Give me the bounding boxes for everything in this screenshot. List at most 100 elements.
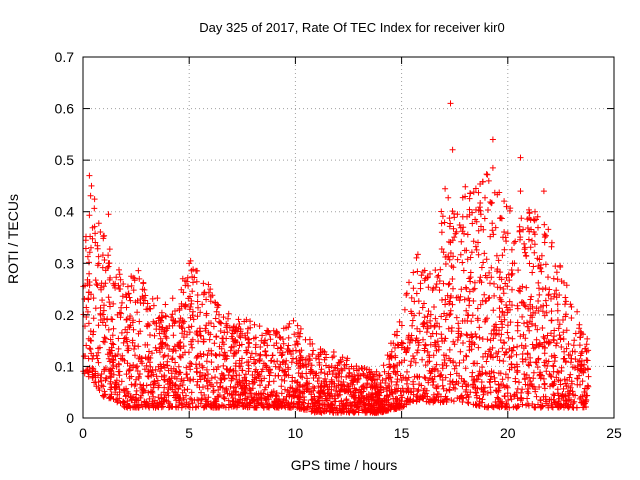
data-point — [446, 280, 453, 287]
data-point — [95, 220, 102, 227]
data-point — [409, 317, 416, 324]
data-point — [223, 335, 230, 342]
data-point — [228, 344, 235, 351]
data-point — [541, 339, 548, 346]
data-point — [571, 337, 578, 344]
data-point — [414, 268, 421, 275]
data-point — [487, 384, 494, 391]
data-point — [518, 395, 524, 402]
data-point — [585, 366, 591, 373]
data-point — [277, 334, 284, 341]
data-point — [92, 230, 99, 237]
data-point — [96, 387, 103, 394]
data-point — [199, 301, 206, 308]
data-point — [149, 295, 156, 302]
data-point — [252, 368, 258, 375]
data-point — [489, 136, 496, 143]
data-point — [421, 314, 428, 321]
data-point — [475, 251, 482, 258]
data-point — [101, 334, 108, 341]
data-point — [470, 298, 477, 304]
data-point — [108, 391, 115, 398]
data-point — [553, 269, 560, 276]
data-point — [475, 344, 482, 351]
data-point — [511, 240, 517, 246]
data-point — [278, 376, 285, 383]
data-point — [556, 321, 563, 328]
data-point — [417, 285, 424, 292]
data-point — [212, 315, 219, 322]
data-point — [123, 316, 130, 323]
data-point — [150, 318, 157, 325]
data-point — [101, 315, 108, 322]
data-point — [542, 285, 549, 292]
data-point — [388, 348, 395, 355]
data-point — [519, 351, 526, 357]
data-point — [185, 324, 192, 331]
data-point — [541, 381, 548, 388]
data-point — [381, 368, 388, 375]
data-point — [415, 386, 422, 393]
data-point — [194, 396, 201, 403]
data-point — [585, 373, 592, 380]
data-point — [188, 323, 195, 330]
data-point — [562, 294, 569, 301]
data-point — [468, 249, 475, 256]
data-point — [413, 335, 420, 342]
data-point — [567, 371, 574, 378]
data-point — [313, 370, 320, 377]
data-point — [554, 307, 561, 314]
data-point — [501, 198, 508, 205]
data-point — [509, 335, 516, 342]
data-point — [518, 215, 525, 222]
data-point — [517, 188, 524, 195]
data-point — [436, 287, 443, 294]
data-point — [459, 259, 466, 266]
data-point — [529, 237, 535, 244]
data-point — [451, 214, 458, 221]
data-point — [431, 304, 437, 310]
data-point — [472, 243, 479, 250]
data-point — [410, 353, 416, 359]
data-point — [550, 391, 557, 398]
data-point — [421, 345, 428, 352]
data-point — [528, 293, 535, 300]
data-point — [545, 292, 552, 299]
data-point — [333, 374, 340, 381]
data-point — [499, 252, 506, 259]
data-point — [483, 256, 490, 263]
data-point — [491, 374, 498, 381]
data-point — [116, 368, 123, 375]
data-point — [541, 350, 548, 357]
data-point — [110, 325, 117, 332]
data-point — [449, 276, 456, 282]
data-point — [245, 336, 252, 342]
data-point — [106, 299, 113, 306]
data-point — [157, 368, 163, 375]
data-point — [306, 355, 313, 362]
data-point — [481, 215, 488, 222]
data-point — [542, 261, 549, 268]
data-point — [302, 336, 309, 343]
data-point — [545, 226, 552, 233]
data-point — [507, 319, 514, 326]
data-point — [514, 385, 521, 392]
data-point — [484, 390, 491, 396]
data-points — [80, 100, 592, 416]
data-point — [554, 386, 561, 393]
data-point — [447, 371, 454, 378]
data-point — [99, 252, 106, 259]
data-point — [285, 334, 292, 341]
data-point — [524, 225, 531, 231]
data-point — [530, 263, 537, 270]
axis-ticks — [82, 56, 615, 419]
data-point — [490, 231, 497, 238]
x-tick-label: 25 — [606, 425, 622, 441]
data-point — [516, 379, 522, 386]
data-point — [105, 252, 112, 259]
data-point — [446, 256, 453, 263]
data-point — [118, 329, 125, 336]
data-point — [438, 229, 445, 236]
data-point — [105, 326, 112, 333]
